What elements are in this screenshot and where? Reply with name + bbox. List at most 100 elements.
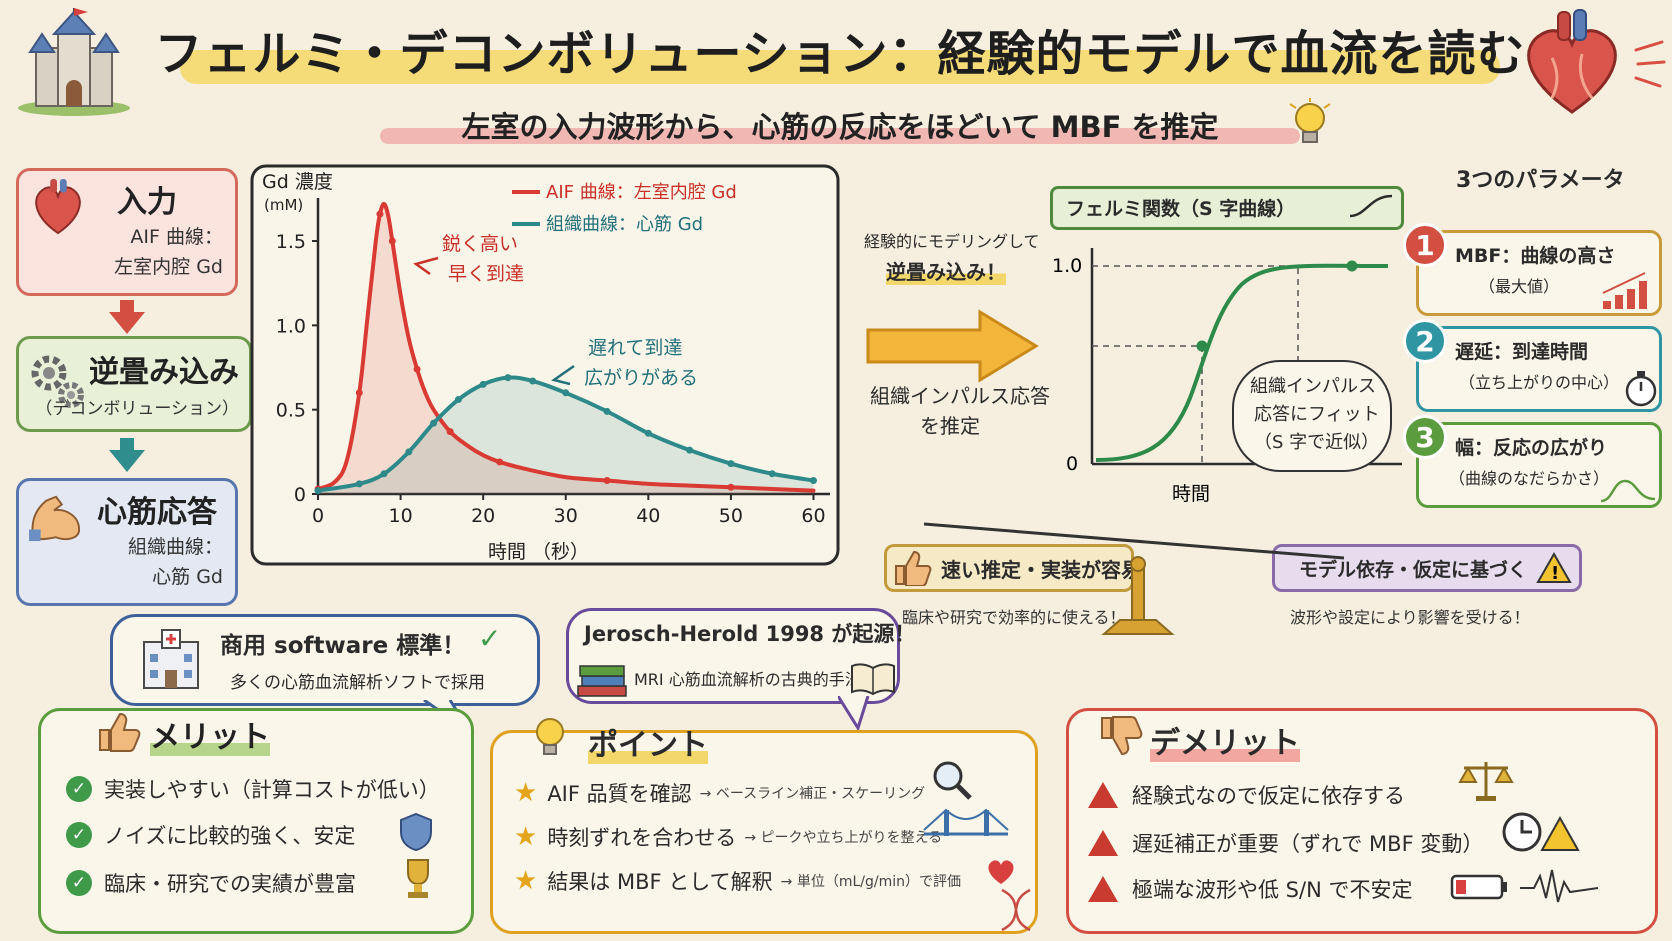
point-3-main: 結果は MBF として解釈 (547, 870, 773, 894)
demerit-1: 経験式なので仮定に依存する (1088, 780, 1405, 810)
point-3-note: → 単位（mL/g/min）で評価 (780, 874, 961, 890)
demerit-2: 遅延補正が重要（ずれで MBF 変動） (1088, 828, 1483, 858)
merits-title: メリット (150, 712, 270, 756)
chart-xlabel: 時間 （秒） (488, 541, 589, 563)
origin-desc: MRI 心筋血流解析の古典的手法 (634, 670, 861, 689)
s-curve-icon (1349, 194, 1393, 218)
series-point-1 (644, 429, 652, 437)
point-2-note: → ピークや立ち上がりを整える (744, 830, 943, 846)
chart-x-tick: 20 (471, 505, 495, 527)
middle-top-2: 逆畳み込み！ (886, 256, 1006, 285)
series-point-0 (413, 365, 421, 373)
param-3-num: 3 (1403, 415, 1447, 459)
big-right-arrow (866, 309, 1039, 383)
con-pill: モデル依存・仮定に基づく (1272, 544, 1582, 592)
bar-growth-icon (1602, 272, 1647, 309)
fermi-chart: 1.0 0 時間 (1052, 248, 1402, 505)
arrow-down-teal (120, 438, 134, 452)
thumbs-up-icon (99, 712, 141, 752)
gear-icon (31, 355, 84, 408)
muscle-arm-icon (29, 495, 81, 542)
castle-icon (18, 8, 130, 116)
annotation-tissue-1: 遅れて到達 (588, 337, 682, 359)
scale-icon (1458, 762, 1514, 801)
page-subtitle: 左室の入力波形から、心筋の反応をほどいて MBF を推定 (461, 110, 1219, 144)
fermi-y-zero: 0 (1066, 453, 1078, 475)
series-point-1 (479, 380, 487, 388)
magnifier-icon (933, 761, 972, 800)
series-point-0 (388, 237, 396, 245)
fermi-bubble-2: 応答にフィット (1254, 404, 1380, 425)
merit-2: ✓ ノイズに比較的強く、安定 (66, 820, 355, 850)
chart-ylabel-2: (mM) (264, 196, 303, 214)
arrow-down-red (120, 300, 134, 314)
param-1-desc: （最大値） (1479, 277, 1560, 296)
con-caption: 波形や設定により影響を受ける！ (1290, 608, 1530, 627)
con-pill-label: モデル依存・仮定に基づく (1299, 558, 1528, 581)
fermi-bubble-3: （S 字で近似） (1254, 432, 1380, 453)
annotation-arrow-aif (413, 256, 439, 276)
deconv-sub: （デコンボリューション） (35, 399, 239, 419)
merit-3: ✓ 臨床・研究での実績が豊富 (66, 868, 356, 898)
merit-1: ✓ 実装しやすい（計算コストが低い） (66, 774, 440, 804)
legend-tissue: 組織曲線：心筋 Gd (546, 214, 703, 235)
balance-scale-icon (924, 522, 1344, 635)
series-area-0 (318, 203, 814, 494)
chart-y-tick: 1.0 (276, 315, 306, 337)
lightbulb-icon (1289, 98, 1331, 143)
stopwatch-icon (1625, 371, 1657, 407)
param-3-desc: （曲線のなだらかさ） (1449, 469, 1610, 488)
point-1-note: → ベースライン補正・スケーリング (699, 786, 926, 802)
series-point-1 (430, 419, 438, 427)
param-3: 3 幅：反応の広がり （曲線のなだらかさ） (1403, 415, 1662, 508)
response-line1: 組織曲線： (127, 536, 223, 558)
heart-organ-icon (1527, 9, 1617, 114)
fermi-xlabel: 時間 (1172, 483, 1210, 505)
fermi-curve (1095, 263, 1389, 462)
series-point-1 (529, 377, 537, 385)
param-2-num: 2 (1403, 319, 1447, 363)
point-1: ★ AIF 品質を確認 → ベースライン補正・スケーリング (514, 778, 926, 808)
low-battery-icon (1450, 874, 1507, 900)
input-line2: 左室内腔 Gd (114, 256, 223, 278)
series-point-1 (314, 487, 322, 495)
point-3: ★ 結果は MBF として解釈 → 単位（mL/g/min）で評価 (514, 866, 961, 896)
wave-curve-icon (1600, 479, 1656, 503)
series-point-1 (355, 480, 363, 488)
thumbs-up-small-icon (895, 550, 932, 586)
demerit-3: 極端な波形や低 S/N で不安定 (1088, 874, 1412, 904)
series-point-1 (405, 448, 413, 456)
series-point-1 (380, 470, 388, 478)
deconv-title: 逆畳み込み (89, 355, 239, 390)
pro-caption: 臨床や研究で効率的に使える！ (902, 608, 1126, 627)
series-point-0 (446, 428, 454, 436)
chart-y-tick: 0.5 (276, 400, 306, 422)
fermi-bubble (1232, 360, 1392, 472)
open-book-icon (851, 663, 895, 696)
demerits-title: デメリット (1150, 718, 1300, 762)
software-desc: 多くの心筋血流解析ソフトで採用 (230, 673, 485, 693)
series-point-0 (603, 477, 611, 485)
point-1-main: AIF 品質を確認 (547, 782, 692, 806)
page-title-wrap: フェルミ・デコンボリューション：経験的モデルで血流を読む (154, 6, 1525, 92)
middle-bottom-1: 組織インパルス応答 (870, 384, 1050, 408)
series-point-1 (768, 470, 776, 478)
fermi-bubble-1: 組織インパルス (1250, 376, 1376, 397)
point-2: ★ 時刻ずれを合わせる → ピークや立ち上がりを整える (514, 822, 943, 852)
bridge-icon (923, 808, 1009, 836)
series-point-1 (809, 477, 817, 485)
dna-icon (1001, 888, 1031, 932)
input-line1: AIF 曲線： (130, 226, 223, 248)
chart-frame (250, 164, 840, 566)
heart-icon (35, 179, 81, 235)
thumbs-down-icon (1101, 716, 1143, 756)
param-1-title: MBF：曲線の高さ (1455, 245, 1616, 267)
annotation-aif-1: 鋭く高い (442, 233, 518, 255)
sparkle-lines-icon (1634, 40, 1666, 88)
chart-y-tick: 1.5 (276, 231, 306, 253)
chart-ylabel-1: Gd 濃度 (262, 171, 333, 193)
origin-title: Jerosch-Herold 1998 が起源！ (584, 622, 916, 646)
demerit-1-text: 経験式なので仮定に依存する (1132, 784, 1405, 808)
response-line2: 心筋 Gd (152, 566, 223, 588)
chart-x-tick: 30 (554, 505, 578, 527)
